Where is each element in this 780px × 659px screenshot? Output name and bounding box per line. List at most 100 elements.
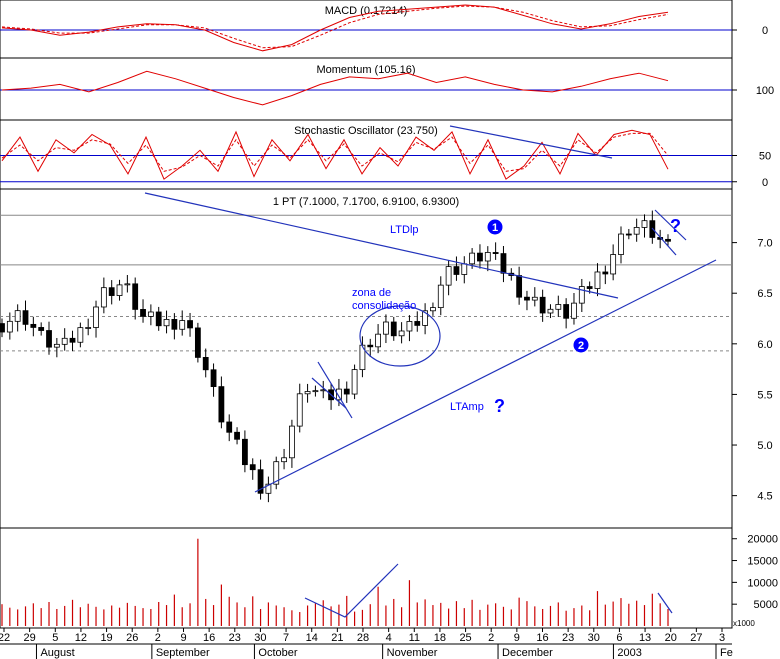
candle-body-75 [586,286,593,289]
volume-trend-right [657,592,673,614]
x-tick-label-4: 19 [100,632,112,644]
marker-1-text: 1 [492,222,498,234]
candle-body-30 [234,431,240,440]
x-tick-label-9: 23 [229,632,241,644]
x-tick-label-17: 18 [434,632,446,644]
candle-body-60 [469,252,476,265]
flag-lower-line [311,377,347,409]
candle-body-2 [14,310,21,322]
candle-body-62 [484,252,491,262]
candle-body-16 [124,283,131,286]
candle-body-70 [547,308,554,314]
x-tick-label-1: 29 [24,632,36,644]
question-mark-2: ? [670,216,681,236]
candle-body-49 [383,321,389,335]
macd-tick-label-0: 0 [762,25,768,37]
macd-series [1,4,669,52]
x-tick-label-7: 9 [180,632,186,644]
momentum-series [1,70,669,106]
candle-body-7 [53,343,60,348]
volume-trend-left [304,563,399,618]
candle-body-10 [77,327,84,343]
stochastic-title: Stochastic Oscillator (23.750) [294,125,438,137]
candle-body-63 [492,252,499,254]
candle-body-39 [304,391,311,395]
stochastic-tick-label-0: 50 [759,151,771,163]
zona-label-2: consolidação [352,300,416,312]
candle-body-33 [257,469,264,494]
candle-body-15 [116,284,123,296]
month-label-3: November [387,647,438,659]
candle-body-81 [633,227,640,235]
x-tick-label-6: 2 [155,632,161,644]
x-tick-label-23: 30 [588,632,600,644]
candle-body-53 [414,321,421,326]
volume-bars [1,538,669,626]
price-tick-label-4: 5.0 [757,440,772,452]
x-tick-label-18: 25 [459,632,471,644]
wedge-upper-line [654,209,687,241]
flag-upper-line [317,361,353,419]
volume-tick-label-3: 5000 [754,599,778,611]
x-tick-label-8: 16 [203,632,215,644]
candle-body-45 [351,369,358,395]
momentum-tick-label-0: 100 [756,85,774,97]
candle-body-20 [155,311,162,327]
candle-body-76 [594,271,601,289]
candle-body-25 [194,327,201,358]
trendlines [144,125,717,618]
candle-body-1 [6,320,13,333]
momentum-title: Momentum (105.16) [316,64,415,76]
month-label-2: October [258,647,297,659]
candle-body-34 [265,483,272,494]
candle-body-29 [226,421,233,433]
price-tick-label-1: 6.5 [757,288,772,300]
panel-frames [0,0,733,645]
candle-body-8 [61,337,68,345]
marker-1: 1 [487,219,503,235]
candle-body-71 [555,304,562,310]
ltdlp-label: LTDlp [390,224,419,236]
candle-body-79 [618,233,624,255]
stochastic-line-1 [1,132,669,172]
candle-body-17 [132,283,139,310]
x-tick-label-15: 4 [386,632,392,644]
month-label-5: 2003 [617,647,641,659]
x-tick-label-11: 7 [283,632,289,644]
volume-tick-label-1: 15000 [747,556,778,568]
price-tick-label-3: 5.5 [757,389,772,401]
candle-body-23 [179,320,186,330]
ltamp-label: LTAmp [450,401,484,413]
candle-body-3 [22,310,29,325]
candle-body-19 [147,311,154,317]
candle-body-51 [398,330,405,337]
question-mark-1: ? [494,396,505,416]
price-candles [0,210,671,503]
candle-body-48 [375,333,381,348]
price-tick-label-2: 6.0 [757,339,772,351]
x-tick-label-21: 16 [536,632,548,644]
wedge-lower-line [651,227,677,256]
candle-body-77 [602,271,609,275]
x-tick-label-3: 12 [75,632,87,644]
candle-body-59 [461,263,468,275]
reference-lines [0,29,732,352]
candle-body-66 [516,275,523,298]
macd-title: MACD (0.17214) [325,5,408,17]
volume-tick-label-0: 20000 [747,534,778,546]
candle-body-5 [38,327,45,331]
price-title: 1 PT (7.1000, 7.1700, 6.9100, 6.9300) [273,196,459,208]
x-tick-label-0: 22 [0,632,10,644]
candle-body-68 [531,296,538,301]
x-tick-label-20: 9 [514,632,520,644]
x-tick-label-27: 27 [690,632,702,644]
month-label-6: Fe [720,647,733,659]
momentum-line-0 [1,70,669,106]
y-axis-ticks: 0 100 50 0 7.0 6.5 6.0 5.5 5.0 4.5 20000 15000 10000… [732,25,778,611]
marker-2: 2 [573,337,589,353]
ltamp-trendline [254,259,717,493]
candle-body-72 [563,304,570,319]
candle-body-21 [163,319,170,327]
candle-body-28 [218,386,225,423]
stochastic-tick-label-1: 0 [762,177,768,189]
